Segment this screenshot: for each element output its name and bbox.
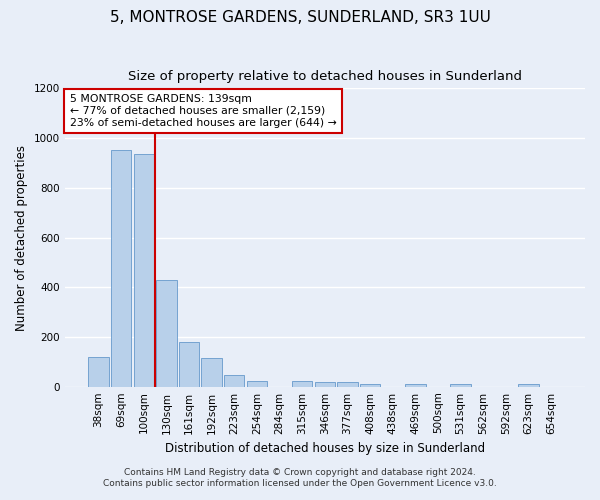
Bar [405,384,425,386]
Text: Contains HM Land Registry data © Crown copyright and database right 2024.
Contai: Contains HM Land Registry data © Crown c… [103,468,497,487]
Bar [134,154,154,386]
Bar [224,376,244,386]
Bar [292,381,313,386]
Bar [179,342,199,386]
Bar [451,384,471,386]
Bar [337,382,358,386]
Bar [202,358,222,386]
X-axis label: Distribution of detached houses by size in Sunderland: Distribution of detached houses by size … [165,442,485,455]
Text: 5, MONTROSE GARDENS, SUNDERLAND, SR3 1UU: 5, MONTROSE GARDENS, SUNDERLAND, SR3 1UU [110,10,490,25]
Text: 5 MONTROSE GARDENS: 139sqm
← 77% of detached houses are smaller (2,159)
23% of s: 5 MONTROSE GARDENS: 139sqm ← 77% of deta… [70,94,337,128]
Bar [88,357,109,386]
Bar [360,384,380,386]
Bar [314,382,335,386]
Bar [156,280,176,386]
Bar [247,381,267,386]
Y-axis label: Number of detached properties: Number of detached properties [15,144,28,330]
Title: Size of property relative to detached houses in Sunderland: Size of property relative to detached ho… [128,70,522,83]
Bar [518,384,539,386]
Bar [111,150,131,386]
